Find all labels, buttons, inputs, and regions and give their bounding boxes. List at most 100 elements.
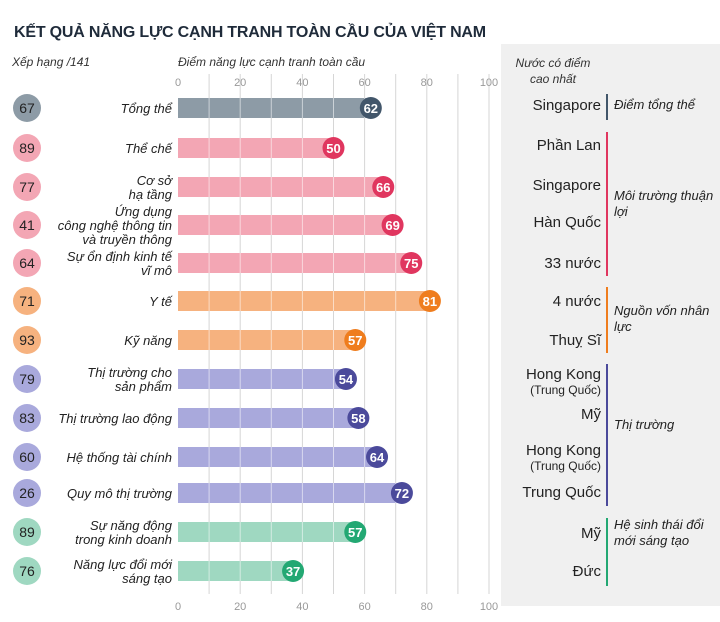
value-marker	[418, 290, 441, 312]
top-country-name: Singapore	[532, 97, 601, 114]
bar	[178, 215, 393, 235]
x-tick-label-top: 80	[421, 77, 433, 89]
category-label: và truyền thông	[82, 232, 172, 247]
value-marker	[344, 329, 367, 351]
category-label: trong kinh doanh	[75, 532, 172, 547]
rank-circle	[13, 287, 41, 315]
value-label: 54	[339, 372, 354, 387]
rank-circle	[13, 479, 41, 507]
rank-circle	[13, 249, 41, 277]
category-label: Cơ sở	[137, 173, 173, 188]
rank-circle	[13, 326, 41, 354]
group-bracket	[606, 364, 608, 506]
value-label: 62	[364, 101, 378, 116]
bar	[178, 253, 412, 273]
category-label: Quy mô thị trường	[67, 486, 173, 501]
rank-circle	[13, 404, 41, 432]
top-country-name: Thuỵ Sĩ	[549, 332, 601, 349]
x-tick-label-bottom: 80	[421, 601, 433, 613]
x-tick-label-top: 40	[296, 77, 308, 89]
rank-label: 89	[19, 524, 35, 540]
x-tick-label-top: 20	[234, 77, 246, 89]
top-country-name: Hong Kong	[525, 442, 601, 459]
group-label: Hệ sinh thái đổi mới sáng tạo	[614, 517, 704, 548]
value-label: 64	[370, 450, 385, 465]
x-tick-label-bottom: 20	[234, 601, 246, 613]
x-tick-label-top: 0	[175, 77, 181, 89]
value-marker	[359, 97, 382, 119]
value-marker	[347, 407, 370, 429]
rank-header: Xếp hạng /141	[12, 55, 91, 69]
bar	[178, 561, 294, 581]
top-country: Mỹ	[581, 406, 601, 423]
x-tick-label-bottom: 0	[175, 601, 181, 613]
top-country-name: Đức	[572, 563, 601, 580]
top-country-name: Hong Kong	[525, 366, 601, 383]
group-label: Môi trường thuận lợi	[614, 188, 714, 219]
side-header: Nước có điểm cao nhất	[515, 56, 591, 86]
top-country-name: Singapore	[532, 177, 601, 194]
top-country: Singapore	[533, 97, 601, 114]
bar	[178, 177, 384, 197]
category-label: Ứng dụng	[115, 204, 173, 219]
rank-label: 67	[19, 100, 35, 116]
value-label: 66	[376, 180, 390, 195]
value-label: 37	[286, 564, 300, 579]
category-label: công nghệ thông tin	[58, 218, 172, 233]
category-label: Tổng thể	[121, 101, 173, 116]
x-axis-title: Điểm năng lực cạnh tranh toàn cầu	[178, 55, 366, 69]
bar	[178, 483, 402, 503]
value-marker	[390, 482, 413, 504]
group-bracket	[606, 287, 608, 353]
value-marker	[366, 446, 389, 468]
category-label: Thể chế	[125, 141, 173, 156]
category-label: Thị trường cho	[87, 365, 172, 380]
value-label: 50	[326, 141, 340, 156]
top-country-name: Trung Quốc	[522, 484, 601, 501]
x-tick-label-top: 100	[480, 77, 498, 89]
top-country-name: 33 nước	[544, 255, 601, 272]
group-label: Nguồn vốn nhân lực	[614, 303, 710, 334]
bar	[178, 291, 430, 311]
value-marker	[372, 176, 395, 198]
top-country: Trung Quốc	[522, 484, 601, 501]
rank-label: 71	[19, 293, 35, 309]
rank-circle	[13, 94, 41, 122]
x-tick-label-bottom: 40	[296, 601, 308, 613]
rank-circle	[13, 518, 41, 546]
x-tick-label-bottom: 100	[480, 601, 498, 613]
rank-label: 26	[19, 485, 35, 501]
rank-label: 41	[19, 217, 35, 233]
side-panel	[501, 44, 720, 606]
top-country-name: Mỹ	[581, 406, 601, 423]
bar	[178, 408, 359, 428]
rank-label: 76	[19, 563, 35, 579]
value-marker	[400, 252, 423, 274]
value-label: 81	[423, 294, 437, 309]
x-tick-label-top: 60	[358, 77, 370, 89]
category-label: Sự ổn định kinh tế	[67, 249, 173, 264]
value-label: 57	[348, 525, 362, 540]
top-country-name: Hàn Quốc	[533, 214, 601, 231]
rank-circle	[13, 557, 41, 585]
value-label: 57	[348, 333, 362, 348]
rank-label: 64	[19, 255, 35, 271]
group-label: Thị trường	[614, 417, 675, 432]
rank-label: 60	[19, 449, 35, 465]
top-country-note: (Trung Quốc)	[530, 383, 601, 397]
group-bracket	[606, 132, 608, 276]
top-country-note: (Trung Quốc)	[530, 459, 601, 473]
top-country: Đức	[573, 563, 601, 580]
rank-label: 79	[19, 371, 35, 387]
value-label: 58	[351, 411, 365, 426]
top-country-name: Phần Lan	[536, 137, 601, 154]
category-label: vĩ mô	[141, 263, 172, 278]
group-bracket	[606, 94, 608, 120]
bar	[178, 98, 371, 118]
category-label: sản phẩm	[115, 379, 172, 394]
top-country: Singapore	[533, 177, 601, 194]
group-bracket	[606, 518, 608, 586]
top-country: Hong Kong (Trung Quốc)	[526, 366, 601, 397]
rank-label: 93	[19, 332, 35, 348]
